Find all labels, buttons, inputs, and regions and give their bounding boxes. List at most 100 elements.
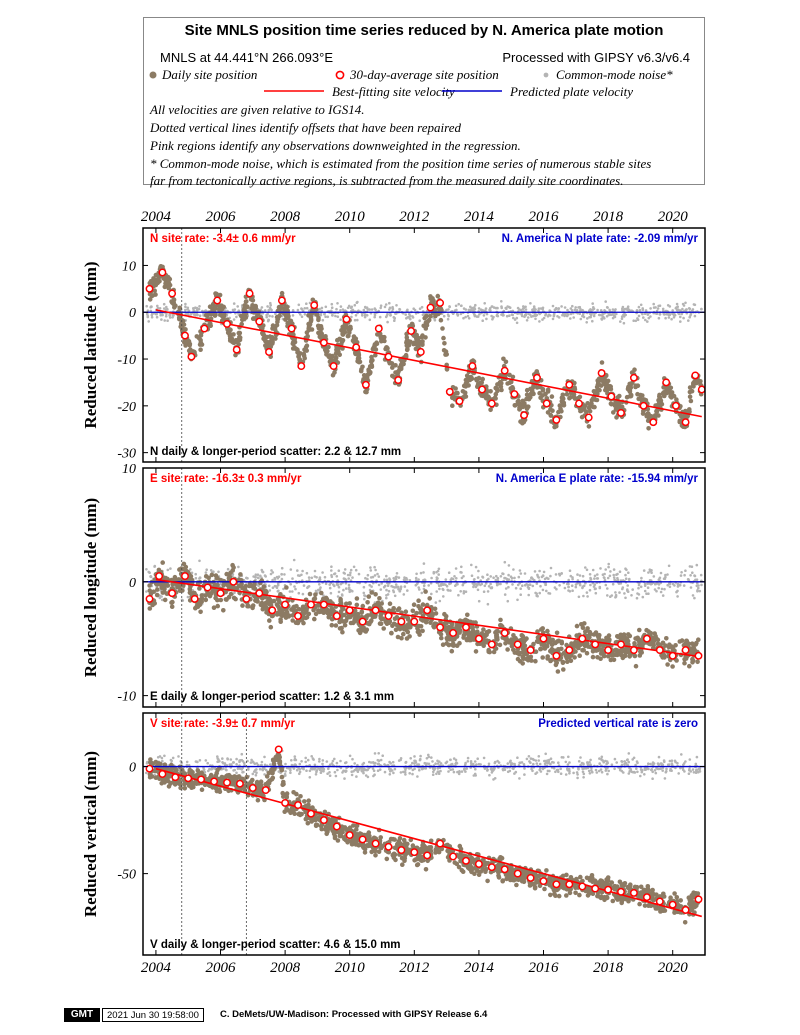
daily-point <box>660 655 665 660</box>
noise-point <box>699 573 703 577</box>
noise-point <box>545 589 548 593</box>
daily-point <box>481 627 486 632</box>
daily-point <box>357 359 363 365</box>
x-tick-label: 2020 <box>658 209 689 225</box>
noise-point <box>484 307 488 310</box>
noise-point <box>267 318 270 322</box>
noise-point <box>256 573 260 576</box>
daily-point <box>656 413 661 418</box>
avg30-point <box>578 634 587 643</box>
predicted-line-symbol <box>442 90 502 92</box>
noise-point <box>476 315 480 318</box>
noise-point <box>674 307 678 310</box>
noise-point <box>605 315 609 318</box>
daily-point <box>396 368 401 374</box>
y-tick-label: 0 <box>129 306 136 321</box>
daily-point <box>540 626 545 631</box>
noise-point <box>600 314 604 317</box>
daily-point <box>365 600 370 605</box>
noise-point <box>604 583 608 587</box>
noise-point <box>415 572 418 576</box>
avg30-point <box>181 572 189 581</box>
daily-point <box>428 313 433 319</box>
daily-point <box>673 643 678 648</box>
daily-point <box>561 650 567 656</box>
noise-point <box>546 315 550 318</box>
daily-point <box>618 632 624 638</box>
noise-point <box>403 576 406 579</box>
noise-point <box>368 308 372 311</box>
daily-point <box>444 352 450 357</box>
daily-point <box>198 609 203 615</box>
noise-point <box>337 590 341 594</box>
noise-point <box>676 582 680 586</box>
daily-point <box>416 628 422 634</box>
noise-point <box>305 306 309 310</box>
noise-point <box>197 307 201 311</box>
daily-point <box>691 645 696 650</box>
avg30-point <box>310 301 319 310</box>
daily-point <box>553 662 559 668</box>
noise-point <box>275 586 279 589</box>
noise-point <box>551 317 555 321</box>
daily-point <box>521 639 527 645</box>
avg30-point <box>426 303 435 312</box>
noise-point <box>614 591 617 594</box>
noise-point <box>404 773 407 776</box>
noise-point <box>349 579 353 582</box>
noise-point <box>576 573 579 576</box>
noise-point <box>541 574 545 577</box>
noise-point <box>395 304 398 307</box>
daily-point <box>373 592 378 597</box>
avg30-point <box>190 594 199 603</box>
noise-point <box>271 571 275 574</box>
daily-position-symbol <box>149 71 157 79</box>
noise-point <box>624 596 627 600</box>
noise-point <box>435 590 439 593</box>
noise-point <box>430 592 433 596</box>
daily-point <box>479 380 484 386</box>
daily-point <box>364 389 369 395</box>
noise-point <box>608 574 612 578</box>
noise-point <box>145 568 148 571</box>
noise-point <box>269 303 273 307</box>
daily-point <box>325 348 330 354</box>
daily-point <box>498 617 503 623</box>
daily-point <box>583 409 589 415</box>
daily-point <box>405 338 411 344</box>
noise-point <box>621 305 625 309</box>
daily-point <box>524 652 529 657</box>
daily-point <box>575 396 581 401</box>
noise-point <box>662 313 666 316</box>
daily-point <box>367 364 373 369</box>
processing-info: Processed with GIPSY v6.3/v6.4 <box>502 50 690 65</box>
noise-point <box>432 572 436 575</box>
noise-point <box>462 590 466 593</box>
daily-point <box>260 330 265 336</box>
daily-point <box>561 403 567 408</box>
noise-point <box>346 306 350 310</box>
plot-frame <box>142 227 706 463</box>
daily-point <box>154 592 160 598</box>
noise-point <box>570 309 574 312</box>
noise-point <box>205 568 208 571</box>
noise-point <box>379 304 383 308</box>
noise-point <box>588 315 591 319</box>
noise-point <box>343 577 347 581</box>
noise-point <box>691 571 694 574</box>
noise-point <box>350 315 353 319</box>
avg30-point <box>410 617 419 626</box>
noise-point <box>593 577 596 580</box>
noise-point <box>631 588 634 591</box>
daily-point <box>521 643 527 648</box>
daily-point <box>203 597 209 603</box>
noise-point <box>588 312 592 316</box>
noise-point <box>296 574 300 577</box>
daily-point <box>495 628 501 634</box>
noise-point <box>680 571 683 574</box>
noise-point <box>436 569 440 573</box>
noise-point <box>549 574 552 578</box>
avg30-point <box>500 366 509 375</box>
x-tick-label: 2014 <box>464 209 495 225</box>
noise-point <box>330 575 334 579</box>
